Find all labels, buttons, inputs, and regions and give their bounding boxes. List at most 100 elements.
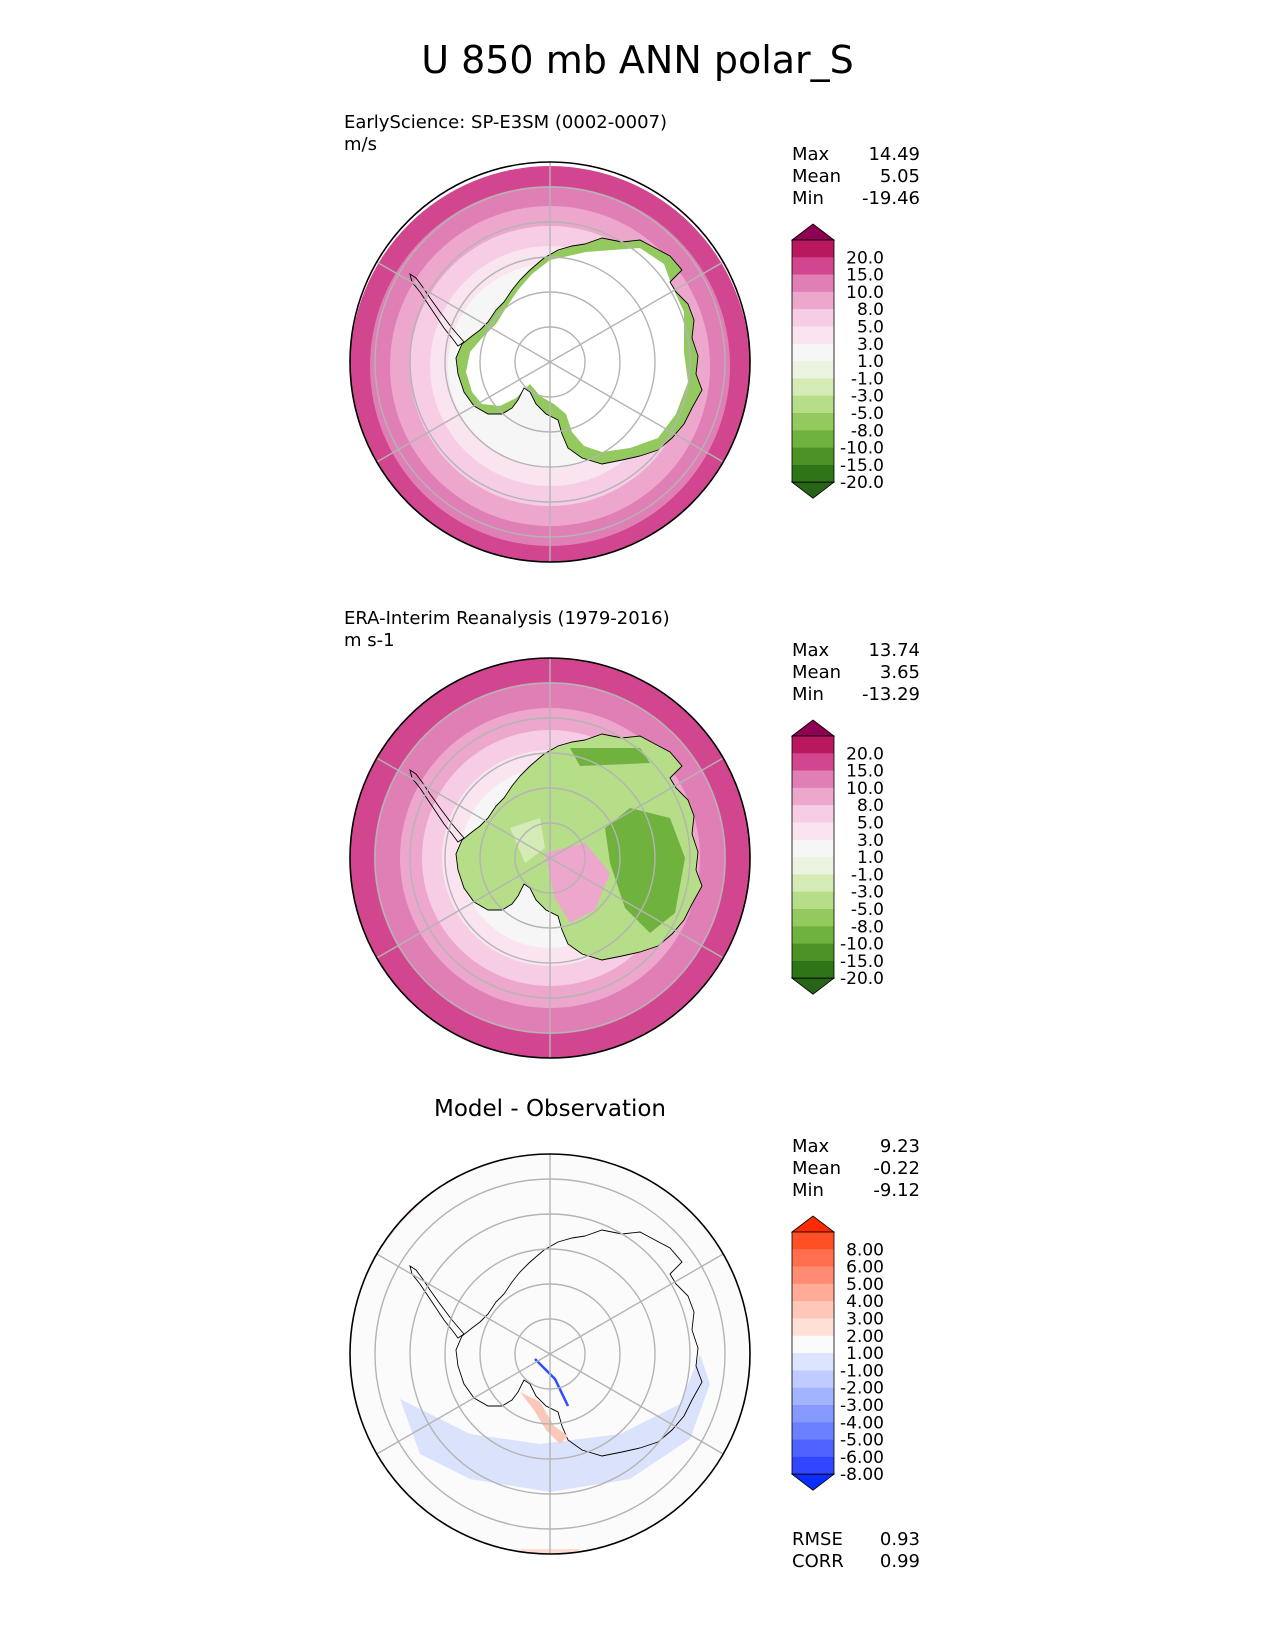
colorbar-max-extend	[790, 719, 836, 737]
colorbar-tick-label: -15.0	[840, 456, 884, 476]
colorbar-swatch	[792, 1301, 834, 1319]
colorbar-tick-label: -5.0	[851, 900, 884, 920]
colorbar-swatch	[792, 413, 834, 431]
longitude-gridline	[376, 261, 551, 363]
model-stats: Max 14.49 Mean 5.05 Min -19.46	[792, 144, 920, 210]
colorbar-tick-label: 1.00	[846, 1344, 884, 1364]
colorbar-swatch	[792, 240, 834, 258]
colorbar-swatch	[792, 909, 834, 927]
stat-row: Mean 5.05	[792, 166, 920, 188]
colorbar-swatch	[792, 753, 834, 771]
colorbar-tick-label: 5.00	[846, 1275, 884, 1295]
colorbar-tick-label: 4.00	[846, 1292, 884, 1312]
colorbar-tick-label: -3.00	[840, 1396, 884, 1416]
colorbar-swatch	[792, 839, 834, 858]
stat-label: Max	[792, 1136, 830, 1157]
colorbar-swatch	[792, 1353, 834, 1371]
colorbar-swatch	[792, 960, 834, 979]
colorbar-tick-label: 1.0	[857, 352, 884, 372]
colorbar-tick-label: 20.0	[846, 744, 884, 764]
colorbar-tick-label: -10.0	[840, 935, 884, 955]
colorbar-tick-label: -6.00	[840, 1448, 884, 1468]
stat-value: -13.29	[861, 684, 920, 705]
westerly-region	[545, 843, 610, 923]
colorbar-swatch	[792, 1456, 834, 1475]
colorbar-min-extend	[790, 1473, 836, 1491]
colorbar-tick-label: -20.0	[840, 473, 884, 493]
stat-value: 5.05	[879, 166, 920, 187]
stat-label: Min	[792, 1180, 824, 1201]
stat-row: CORR 0.99	[792, 1551, 920, 1573]
colorbar-tick-label: 8.0	[857, 300, 884, 320]
colorbar-tick-label: 10.0	[846, 779, 884, 799]
negative-anomaly-region	[400, 1354, 710, 1492]
map-field	[350, 162, 750, 562]
stat-row: Min -13.29	[792, 684, 920, 706]
colorbar-tick-label: 15.0	[846, 266, 884, 286]
colorbar-swatch	[792, 464, 834, 483]
colorbar-swatch	[792, 257, 834, 275]
negative-anomaly-region	[534, 1358, 570, 1407]
colorbar-swatch	[792, 343, 834, 362]
colorbar-max-extend	[790, 223, 836, 241]
colorbar-tick-label: 15.0	[846, 762, 884, 782]
colorbar-swatch	[792, 291, 834, 310]
map-boundary	[349, 1153, 751, 1555]
colorbar-swatch	[792, 1439, 834, 1458]
colorbar-tick-label: -8.0	[851, 917, 884, 937]
colorbar-tick-label: 2.00	[846, 1327, 884, 1347]
colorbar-tick-label: 6.00	[846, 1258, 884, 1278]
colorbar-swatch	[792, 395, 834, 414]
colorbar-tick-label: -3.0	[851, 387, 884, 407]
colorbar-tick-label: -5.0	[851, 404, 884, 424]
longitude-gridline	[376, 857, 551, 959]
colorbar-tick-label: 5.0	[857, 814, 884, 834]
colorbar-swatch	[792, 378, 834, 396]
longitude-gridline	[376, 757, 551, 859]
colorbar-tick-label: -3.0	[851, 883, 884, 903]
positive-anomaly-region	[520, 1392, 568, 1444]
stat-label: CORR	[792, 1551, 844, 1572]
obs-polar-map	[349, 657, 751, 1059]
map-boundary	[349, 657, 751, 1059]
stat-value: 14.49	[868, 144, 920, 165]
diff-stats: Max 9.23 Mean -0.22 Min -9.12	[792, 1136, 920, 1202]
longitude-gridline	[376, 1253, 551, 1355]
longitude-gridline	[376, 1353, 551, 1455]
colorbar-swatch	[792, 736, 834, 754]
colorbar-swatch	[792, 787, 834, 806]
colorbar-min-extend	[790, 481, 836, 499]
colorbar-swatch	[792, 1387, 834, 1406]
diff-polar-map	[349, 1153, 751, 1555]
diff-footer-stats: RMSE 0.93 CORR 0.99	[792, 1529, 920, 1573]
longitude-gridline	[549, 857, 724, 959]
stat-value: -9.12	[873, 1180, 920, 1201]
strong-easterly-region	[570, 748, 650, 766]
colorbar-swatch	[792, 1232, 834, 1250]
colorbar-swatch	[792, 857, 834, 875]
colorbar-tick-label: -10.0	[840, 439, 884, 459]
antarctica-coastline	[455, 1229, 703, 1457]
page-title: U 850 mb ANN polar_S	[421, 38, 854, 82]
stat-label: Max	[792, 640, 830, 661]
stat-row: Max 9.23	[792, 1136, 920, 1158]
obs-panel-units: m s-1	[344, 630, 395, 651]
map-field	[350, 658, 750, 1058]
colorbar-min-extend	[790, 977, 836, 995]
model-polar-map	[349, 161, 751, 563]
diff-colorbar: 8.006.005.004.003.002.001.00-1.00-2.00-3…	[790, 1215, 884, 1491]
model-panel: EarlyScience: SP-E3SM (0002-0007) m/s Ma…	[0, 112, 1275, 582]
obs-panel: ERA-Interim Reanalysis (1979-2016) m s-1…	[0, 608, 1275, 1078]
colorbar-swatch	[792, 1318, 834, 1337]
stat-label: Min	[792, 684, 824, 705]
colorbar-tick-label: 8.0	[857, 796, 884, 816]
colorbar-swatch	[792, 874, 834, 892]
colorbar-swatch	[792, 805, 834, 823]
map-boundary	[349, 161, 751, 563]
stat-row: Max 14.49	[792, 144, 920, 166]
colorbar-tick-label: 20.0	[846, 248, 884, 268]
colorbar-swatch	[792, 361, 834, 379]
stat-value: 13.74	[868, 640, 920, 661]
diff-panel-title: Model - Observation	[433, 1096, 667, 1122]
longitude-gridline	[549, 261, 724, 363]
